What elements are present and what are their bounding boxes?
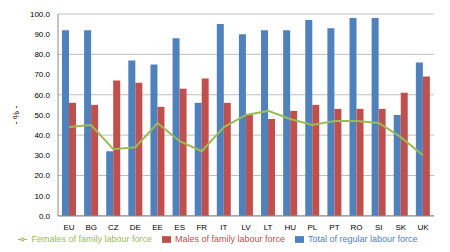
svg-text:EE: EE [152, 223, 163, 232]
svg-text:40.0: 40.0 [34, 131, 50, 140]
svg-text:10.0: 10.0 [34, 192, 50, 201]
svg-text:90.0: 90.0 [34, 30, 50, 39]
svg-text:PT: PT [329, 223, 339, 232]
svg-text:IT: IT [220, 223, 227, 232]
svg-text:CZ: CZ [108, 223, 119, 232]
svg-text:- % -: - % - [11, 105, 21, 124]
svg-text:LV: LV [241, 223, 251, 232]
svg-text:UK: UK [417, 223, 429, 232]
svg-text:DE: DE [130, 223, 141, 232]
svg-text:HU: HU [284, 223, 296, 232]
html-text:Total of regular labour force: Total of regular labour force [308, 233, 418, 244]
svg-text:SI: SI [375, 223, 383, 232]
svg-text:60.0: 60.0 [34, 91, 50, 100]
html-text:Males of family labour force: Males of family labour force [175, 233, 285, 244]
svg-text:20.0: 20.0 [34, 171, 50, 180]
svg-text:PL: PL [307, 223, 317, 232]
svg-text:RO: RO [351, 223, 363, 232]
svg-text:80.0: 80.0 [34, 50, 50, 59]
svg-text:100.0: 100.0 [30, 10, 51, 19]
svg-text:ES: ES [174, 223, 185, 232]
svg-text:0.0: 0.0 [39, 212, 51, 221]
svg-text:FR: FR [196, 223, 207, 232]
svg-text:30.0: 30.0 [34, 151, 50, 160]
svg-text:70.0: 70.0 [34, 70, 50, 79]
svg-text:EU: EU [63, 223, 74, 232]
svg-text:50.0: 50.0 [34, 111, 50, 120]
svg-text:LT: LT [264, 223, 273, 232]
svg-text:SK: SK [395, 223, 406, 232]
html-text:Females of family labour force: Females of family labour force [31, 233, 152, 244]
svg-text:BG: BG [85, 223, 97, 232]
